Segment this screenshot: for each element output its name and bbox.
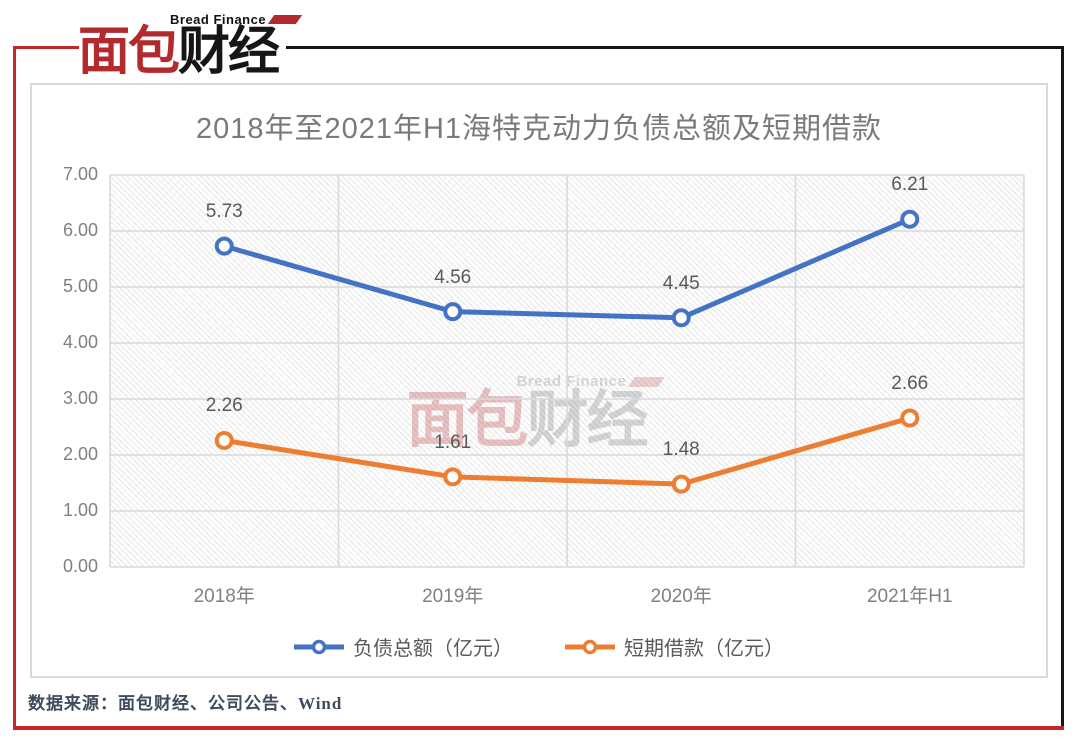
data-label: 1.61 [434,431,472,453]
logo-name-primary: 面包 [78,23,180,81]
logo-tagline-row: Bread Finance [170,12,303,27]
frame-red-top-segment [13,46,79,49]
y-axis-label: 4.00 [62,332,98,352]
data-label: 1.48 [662,439,700,461]
y-axis-label: 3.00 [62,388,98,408]
frame-black-right-border [1061,46,1064,729]
data-point-marker [671,474,691,494]
legend-marker-icon [294,639,344,654]
data-source-note: 数据来源：面包财经、公司公告、Wind [28,694,343,713]
logo-tagline-text: Bread Finance [170,12,267,27]
legend-item-2: 短期借款（亿元） [565,632,784,661]
logo-name-secondary: 财经 [178,23,280,81]
bread-finance-logo: Bread Finance 面包财经 [78,6,308,80]
frame-red-left-border [13,46,16,729]
legend-label: 短期借款（亿元） [624,638,784,660]
chart-canvas [109,174,1025,568]
y-axis-label: 5.00 [62,276,98,296]
series-line-2 [223,415,911,487]
x-axis-label: 2018年 [193,586,255,607]
frame-red-bottom-border [13,726,1064,730]
chart-title: 2018年至2021年H1海特克动力负债总额及短期借款 [195,113,883,145]
data-point-marker [214,430,234,450]
legend-label: 负债总额（亿元） [353,638,513,660]
legend-item-1: 负债总额（亿元） [294,632,513,661]
chart-legend: 负债总额（亿元） 短期借款（亿元） [32,632,1046,661]
data-point-marker [443,302,463,322]
data-label: 2.26 [205,395,243,417]
plot-area: 5.73 4.56 4.45 6.21 2.26 1.61 1.48 2.66 [109,174,1025,568]
logo-brand-text: 面包财经 [78,23,280,81]
data-label: 6.21 [891,174,929,196]
frame-black-top-segment [286,46,1064,49]
data-label: 5.73 [205,201,243,223]
y-axis-label: 2.00 [62,444,98,464]
x-axis-label: 2021年H1 [866,586,953,607]
legend-marker-icon [565,639,615,654]
chart-container: 2018年至2021年H1海特克动力负债总额及短期借款 Bread Financ… [30,83,1048,678]
data-point-marker [214,236,234,256]
y-axis-label: 0.00 [62,556,98,576]
series-line-1 [223,216,911,321]
data-label: 4.45 [662,272,700,294]
x-axis-label: 2019年 [422,586,484,607]
y-axis-label: 1.00 [62,500,98,520]
data-point-marker [671,308,691,328]
y-axis-label: 6.00 [62,220,98,240]
x-axis-label: 2020年 [650,586,712,607]
data-label: 2.66 [891,373,929,395]
data-point-marker [900,408,920,428]
y-axis-label: 7.00 [62,164,98,184]
data-point-marker [443,467,463,487]
data-label: 4.56 [434,266,472,288]
data-point-marker [900,209,920,229]
